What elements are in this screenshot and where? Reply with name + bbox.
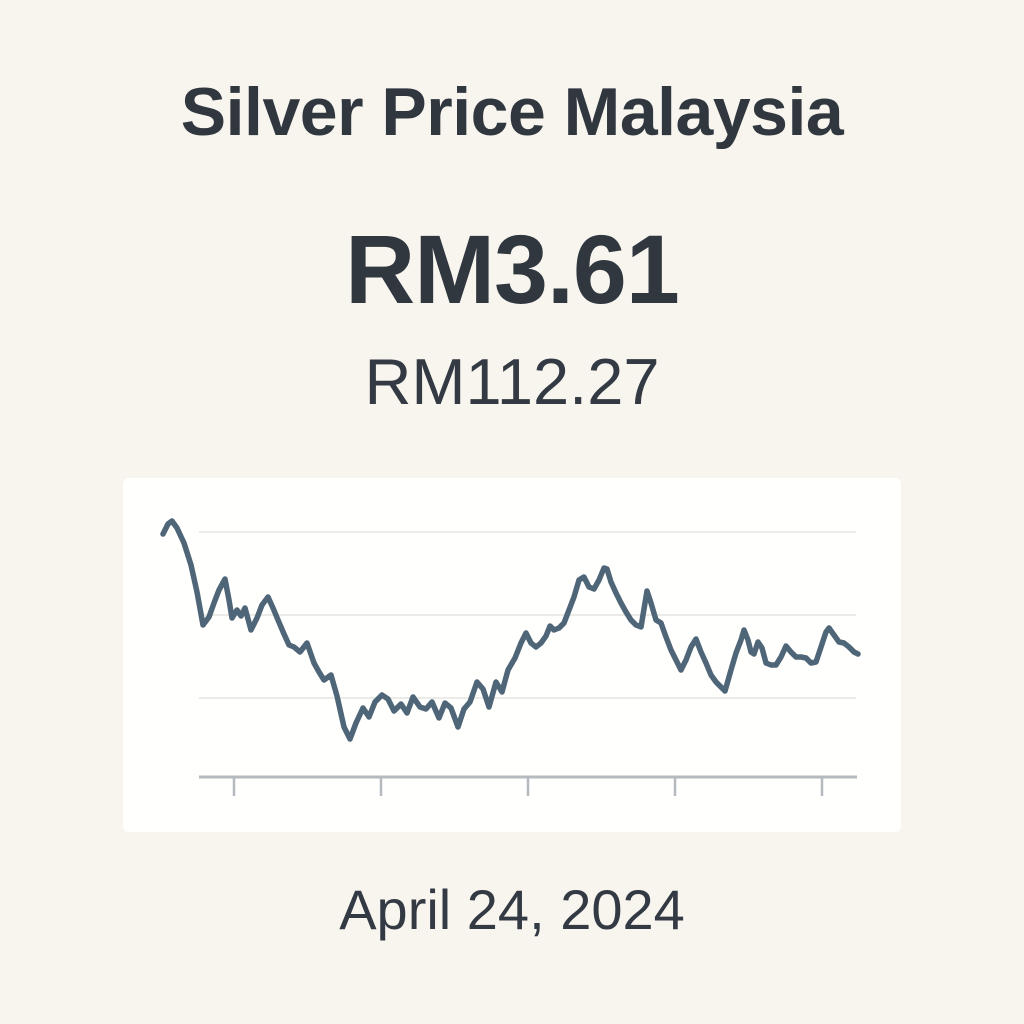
page-title: Silver Price Malaysia [180, 74, 844, 150]
price-per-ounce: RM112.27 [364, 345, 660, 418]
price-per-gram: RM3.61 [345, 215, 680, 324]
price-date: April 24, 2024 [339, 878, 685, 941]
price-line-chart [160, 518, 861, 796]
price-line [160, 518, 861, 742]
chart-card [123, 478, 901, 832]
